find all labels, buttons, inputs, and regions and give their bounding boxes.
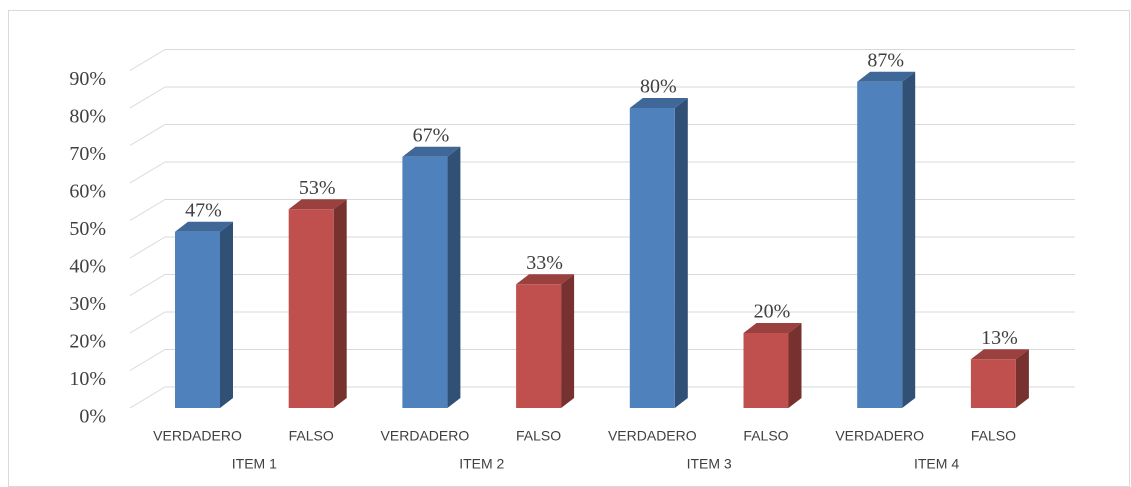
value-label: 20% [754, 301, 791, 323]
bar-side [561, 274, 575, 408]
bar-side [220, 221, 233, 408]
y-tick-label: 0% [79, 406, 106, 428]
bar [857, 81, 903, 408]
grid-line [129, 236, 166, 259]
bar-top [516, 274, 575, 285]
bar-top [629, 98, 688, 108]
bar [402, 156, 448, 408]
value-label: 53% [299, 177, 336, 199]
grid-line [129, 49, 166, 71]
x-tick-label: VERDADERO [608, 428, 697, 444]
bar [288, 209, 334, 408]
y-tick-label: 20% [69, 331, 106, 353]
y-tick-label: 10% [69, 368, 106, 390]
grid-line [129, 386, 166, 409]
bar-side [902, 71, 916, 408]
bar-top [175, 221, 233, 232]
y-tick-label: 30% [69, 293, 106, 315]
value-label: 33% [526, 252, 563, 274]
bar-side [447, 146, 461, 408]
bar-side [674, 98, 688, 408]
x-tick-label: VERDADERO [381, 428, 470, 444]
x-tick-label: VERDADERO [835, 428, 924, 444]
value-label: 87% [867, 49, 904, 71]
bar-top [857, 71, 916, 82]
grid-line [129, 199, 166, 221]
bar-top [402, 146, 461, 157]
y-tick-label: 40% [69, 256, 106, 278]
grid-line [129, 274, 166, 296]
grid-line [129, 161, 166, 184]
y-tick-label: 60% [69, 181, 106, 203]
value-label: 67% [413, 124, 450, 146]
bar-side [1015, 349, 1029, 408]
bar-top [743, 323, 802, 333]
group-label: ITEM 1 [232, 456, 277, 472]
x-tick-label: FALSO [289, 428, 334, 444]
value-label: 13% [981, 327, 1018, 349]
value-label: 47% [185, 199, 222, 221]
bar [175, 231, 220, 408]
bar [743, 333, 789, 408]
grid-line [129, 124, 166, 146]
y-tick-label: 80% [69, 106, 106, 128]
bar [516, 284, 562, 408]
bar-top [288, 199, 347, 210]
x-tick-label: FALSO [743, 428, 788, 444]
grid-line [129, 86, 166, 109]
group-label: ITEM 3 [687, 456, 732, 472]
y-tick-label: 90% [69, 68, 106, 90]
bar-side [788, 323, 802, 408]
grid-line [129, 349, 166, 371]
bar [629, 108, 675, 408]
grid-line [129, 311, 166, 334]
y-tick-label: 70% [69, 143, 106, 165]
bar-top [970, 349, 1029, 360]
x-tick-label: VERDADERO [153, 428, 242, 444]
group-label: ITEM 2 [459, 456, 504, 472]
bar [970, 359, 1016, 408]
value-label: 80% [640, 76, 677, 98]
y-tick-label: 50% [69, 218, 106, 240]
x-tick-label: FALSO [971, 428, 1016, 444]
group-label: ITEM 4 [914, 456, 959, 472]
x-tick-label: FALSO [516, 428, 561, 444]
bar-side [333, 199, 347, 408]
